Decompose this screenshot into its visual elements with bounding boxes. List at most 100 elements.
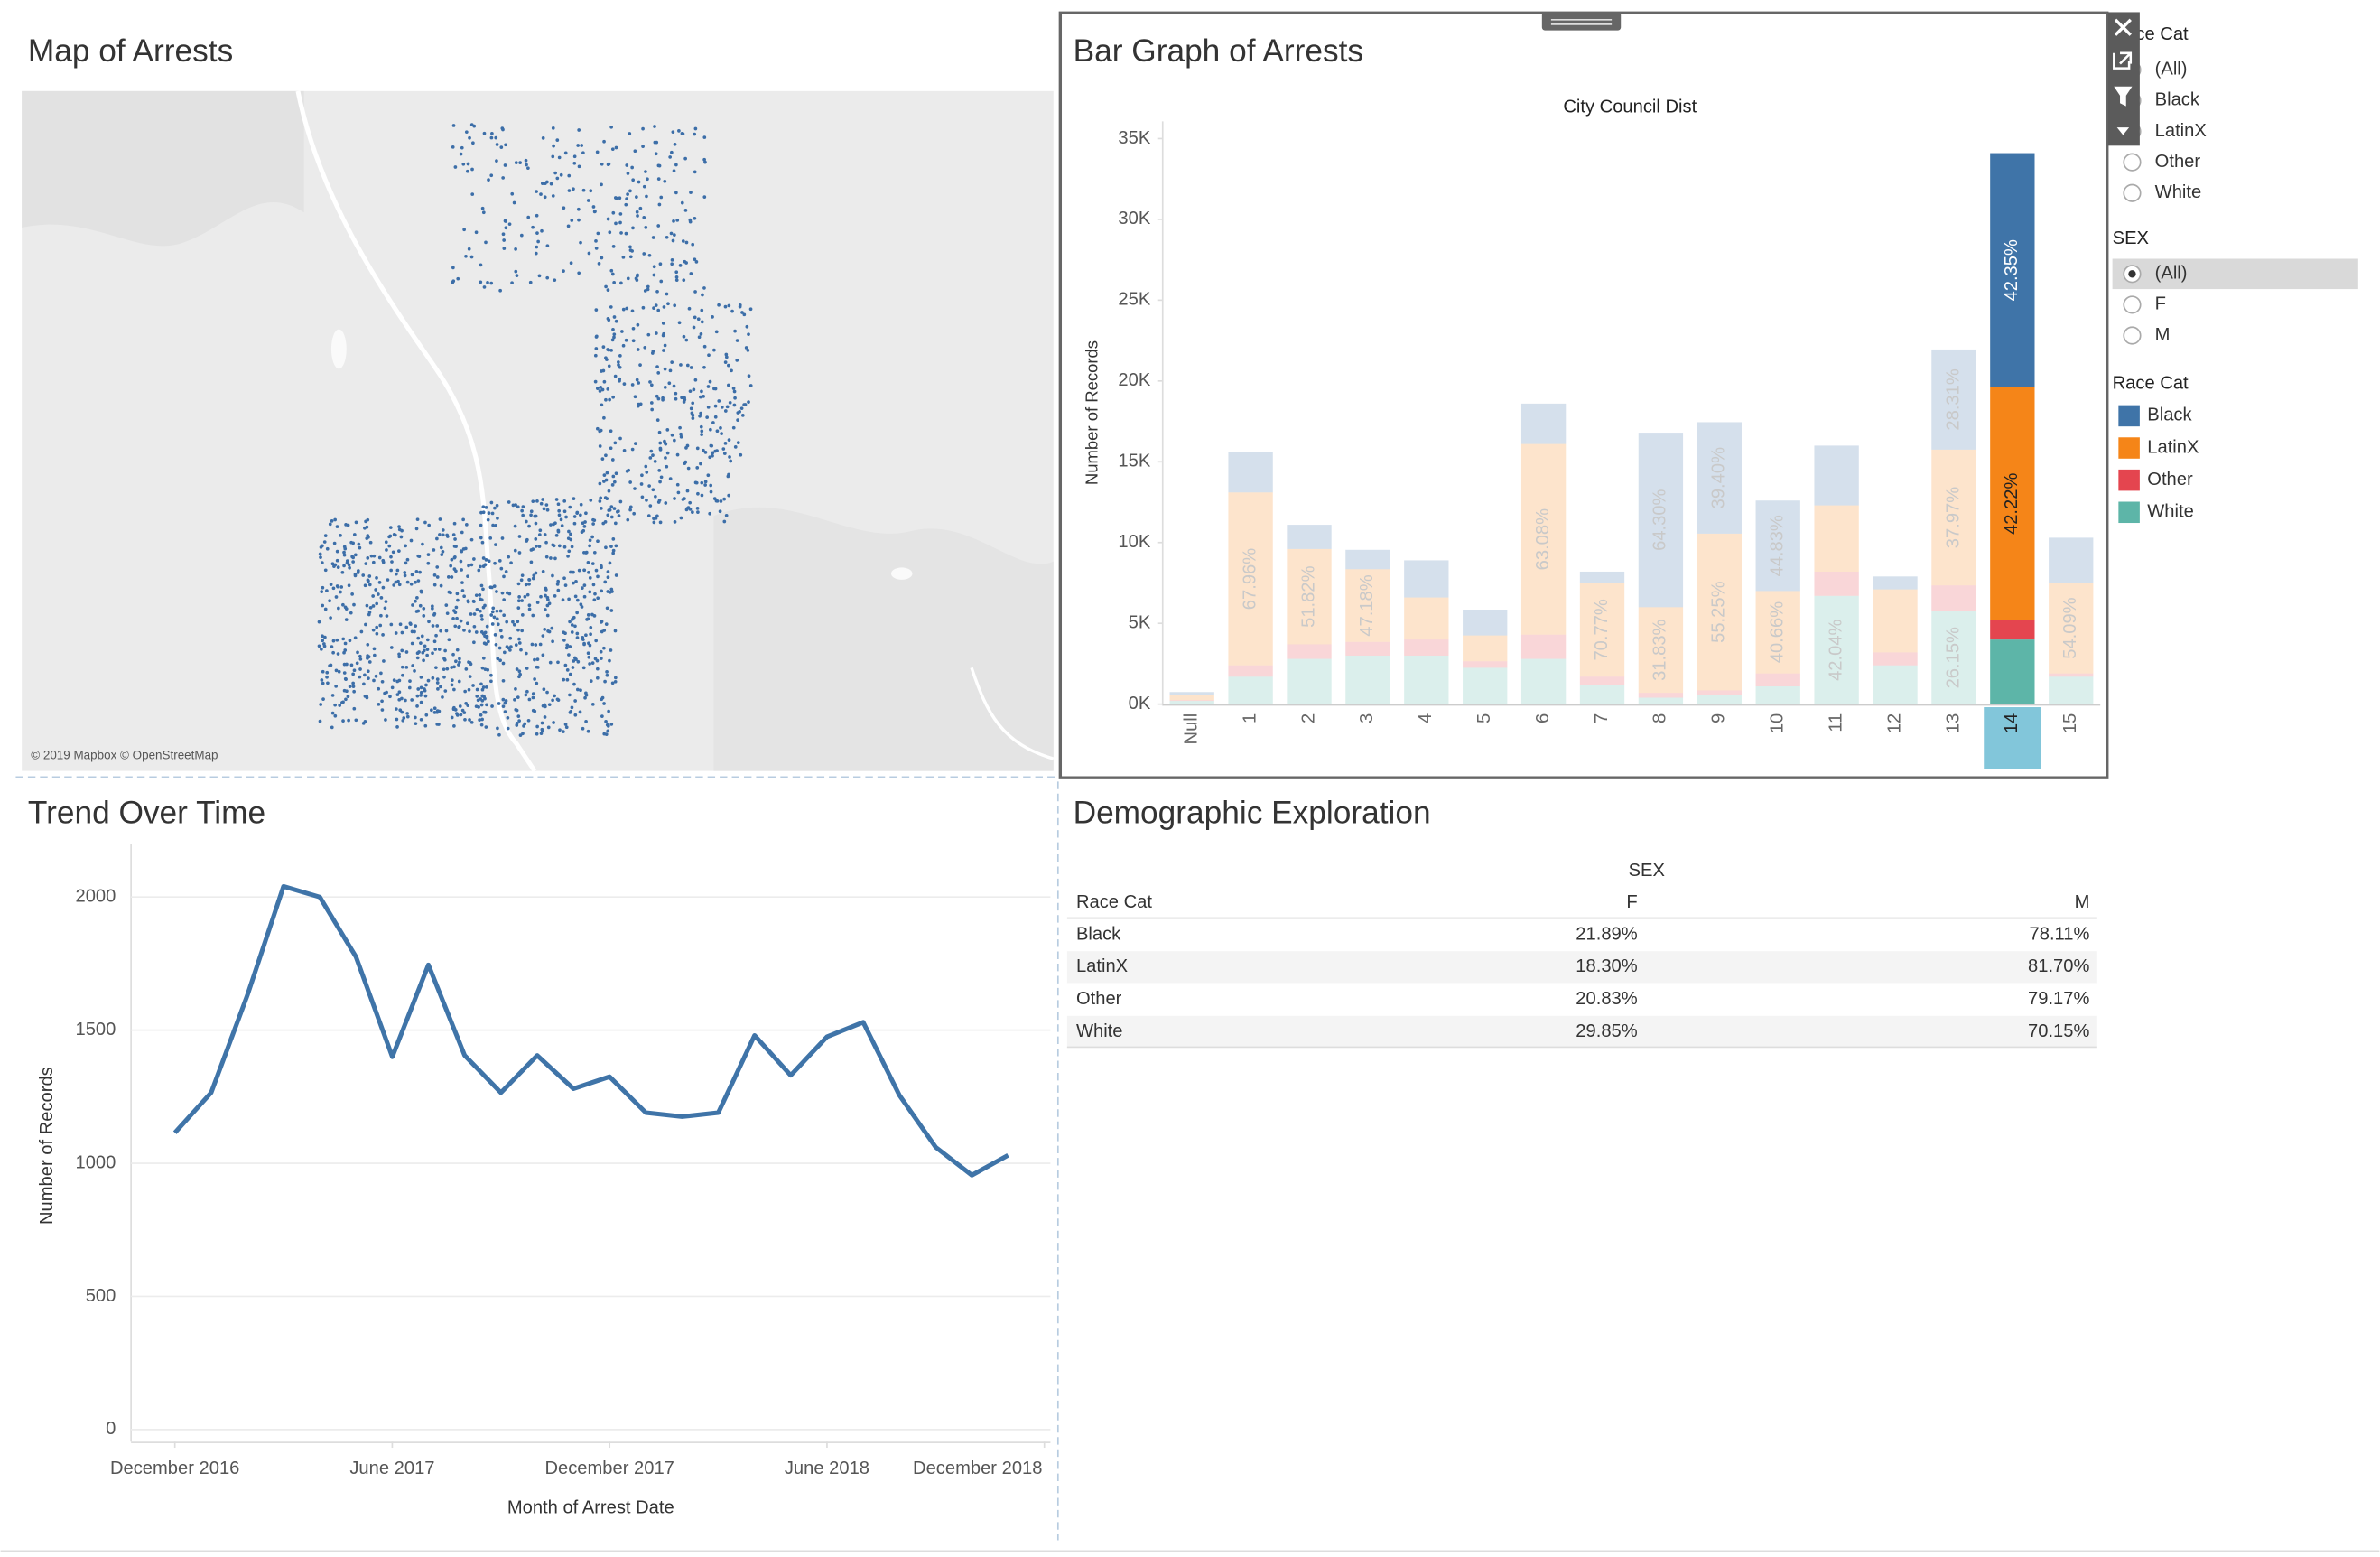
bar-segment[interactable] [1287, 548, 1332, 645]
x-tick-label[interactable]: 10 [1768, 713, 1788, 733]
radio-button[interactable] [2123, 326, 2142, 345]
bar-segment[interactable] [1579, 571, 1625, 583]
bar-segment[interactable] [1814, 571, 1859, 596]
bar-segment[interactable] [1579, 583, 1625, 677]
bar-segment[interactable] [1345, 655, 1390, 704]
bar-segment[interactable] [1697, 695, 1742, 704]
x-tick-label[interactable]: 3 [1357, 713, 1377, 723]
filter-option[interactable]: F [2155, 294, 2166, 314]
bar-segment[interactable] [1755, 673, 1800, 686]
x-tick-label[interactable]: 15 [2060, 713, 2080, 733]
bar-segment[interactable] [1287, 644, 1332, 659]
bar-segment[interactable] [1169, 701, 1214, 704]
x-tick-label[interactable]: 7 [1592, 713, 1612, 723]
bar-segment[interactable] [1755, 500, 1800, 592]
bar-segment[interactable] [1638, 607, 1684, 694]
x-tick-label[interactable]: 14 [2002, 713, 2022, 733]
menu-icon[interactable] [2116, 127, 2130, 135]
filter-option[interactable]: LatinX [2155, 121, 2208, 141]
x-tick-label[interactable]: 12 [1884, 713, 1904, 733]
bar-segment[interactable] [1931, 611, 1976, 704]
legend-swatch[interactable] [2118, 469, 2140, 491]
bar-segment[interactable] [1169, 695, 1214, 701]
bar-segment[interactable] [1931, 349, 1976, 450]
bar-segment[interactable] [1579, 685, 1625, 704]
radio-button[interactable] [2123, 153, 2142, 172]
bar-segment[interactable] [1697, 690, 1742, 695]
radio-button[interactable] [2123, 183, 2142, 202]
x-tick-label[interactable]: 6 [1533, 713, 1553, 723]
bar-segment[interactable] [1990, 387, 2035, 620]
bar-segment[interactable] [1520, 658, 1567, 704]
bar-segment[interactable] [1520, 634, 1567, 659]
filter-option[interactable]: Black [2155, 90, 2200, 110]
bar-segment[interactable] [1814, 505, 1859, 572]
bar-segment[interactable] [1345, 549, 1390, 570]
bar-segment[interactable] [1990, 639, 2035, 704]
x-tick-label[interactable]: 13 [1943, 713, 1963, 733]
filter-option[interactable]: (All) [2155, 264, 2188, 284]
filter-option[interactable]: M [2155, 325, 2171, 345]
x-tick-label[interactable]: 11 [1826, 713, 1845, 732]
x-tick-label[interactable]: 4 [1416, 713, 1436, 723]
legend-label[interactable]: LatinX [2147, 437, 2199, 457]
bar-segment[interactable] [1990, 620, 2035, 640]
bar-segment[interactable] [1873, 652, 1918, 666]
open-icon[interactable] [2113, 51, 2133, 70]
legend-swatch[interactable] [2118, 501, 2140, 524]
x-tick-label[interactable]: 9 [1709, 713, 1729, 723]
filter-option[interactable]: (All) [2155, 60, 2188, 79]
legend-label[interactable]: Other [2147, 470, 2193, 489]
filter-option[interactable]: Other [2155, 152, 2201, 172]
line-series[interactable] [172, 883, 1009, 1178]
bar-segment[interactable] [1404, 655, 1449, 704]
bar-segment[interactable] [1520, 403, 1567, 444]
radio-button[interactable] [2123, 295, 2142, 314]
bar-segment[interactable] [1228, 665, 1273, 677]
bar-segment[interactable] [2049, 676, 2094, 704]
bar-segment[interactable] [1990, 153, 2035, 387]
bar-segment[interactable] [1520, 443, 1567, 635]
bar-segment[interactable] [2049, 673, 2094, 677]
bar-segment[interactable] [1814, 445, 1859, 506]
bar-segment[interactable] [1697, 533, 1742, 691]
bar-segment[interactable] [1169, 700, 1214, 702]
x-tick-label[interactable]: Null [1182, 713, 1202, 745]
x-tick-label[interactable]: 5 [1474, 713, 1494, 723]
bar-segment[interactable] [1228, 676, 1273, 704]
bar-segment[interactable] [1873, 576, 1918, 590]
bar-segment[interactable] [1638, 693, 1684, 698]
bar-segment[interactable] [1755, 685, 1800, 704]
bar-segment[interactable] [1404, 639, 1449, 656]
bar-segment[interactable] [1463, 667, 1508, 704]
filter-option[interactable]: White [2155, 182, 2202, 202]
legend-label[interactable]: White [2147, 502, 2194, 522]
bar-segment[interactable] [1287, 658, 1332, 704]
bar-segment[interactable] [2049, 537, 2094, 583]
legend-label[interactable]: Black [2147, 406, 2192, 425]
bar-segment[interactable] [1463, 635, 1508, 662]
x-tick-label[interactable]: 2 [1298, 713, 1318, 723]
bar-segment[interactable] [2049, 583, 2094, 674]
x-tick-label[interactable]: 1 [1240, 713, 1260, 723]
bar-segment[interactable] [1579, 676, 1625, 685]
bar-segment[interactable] [1228, 452, 1273, 493]
bar-segment[interactable] [1404, 560, 1449, 598]
legend-swatch[interactable] [2118, 437, 2140, 459]
bar-segment[interactable] [1755, 591, 1800, 674]
bar-segment[interactable] [1463, 609, 1508, 636]
bar-segment[interactable] [1345, 569, 1390, 642]
x-tick-label[interactable]: 8 [1650, 713, 1670, 723]
legend-swatch[interactable] [2118, 405, 2140, 427]
bar-segment[interactable] [1228, 492, 1273, 666]
close-icon[interactable] [2114, 18, 2132, 36]
bar-segment[interactable] [1287, 525, 1332, 549]
bar-segment[interactable] [1638, 433, 1684, 608]
bar-segment[interactable] [1169, 692, 1214, 695]
bar-segment[interactable] [1814, 595, 1859, 704]
bar-segment[interactable] [1873, 665, 1918, 704]
filter-icon[interactable] [2114, 86, 2133, 107]
bar-segment[interactable] [1697, 422, 1742, 534]
bar-segment[interactable] [1873, 589, 1918, 653]
bar-segment[interactable] [1463, 661, 1508, 668]
